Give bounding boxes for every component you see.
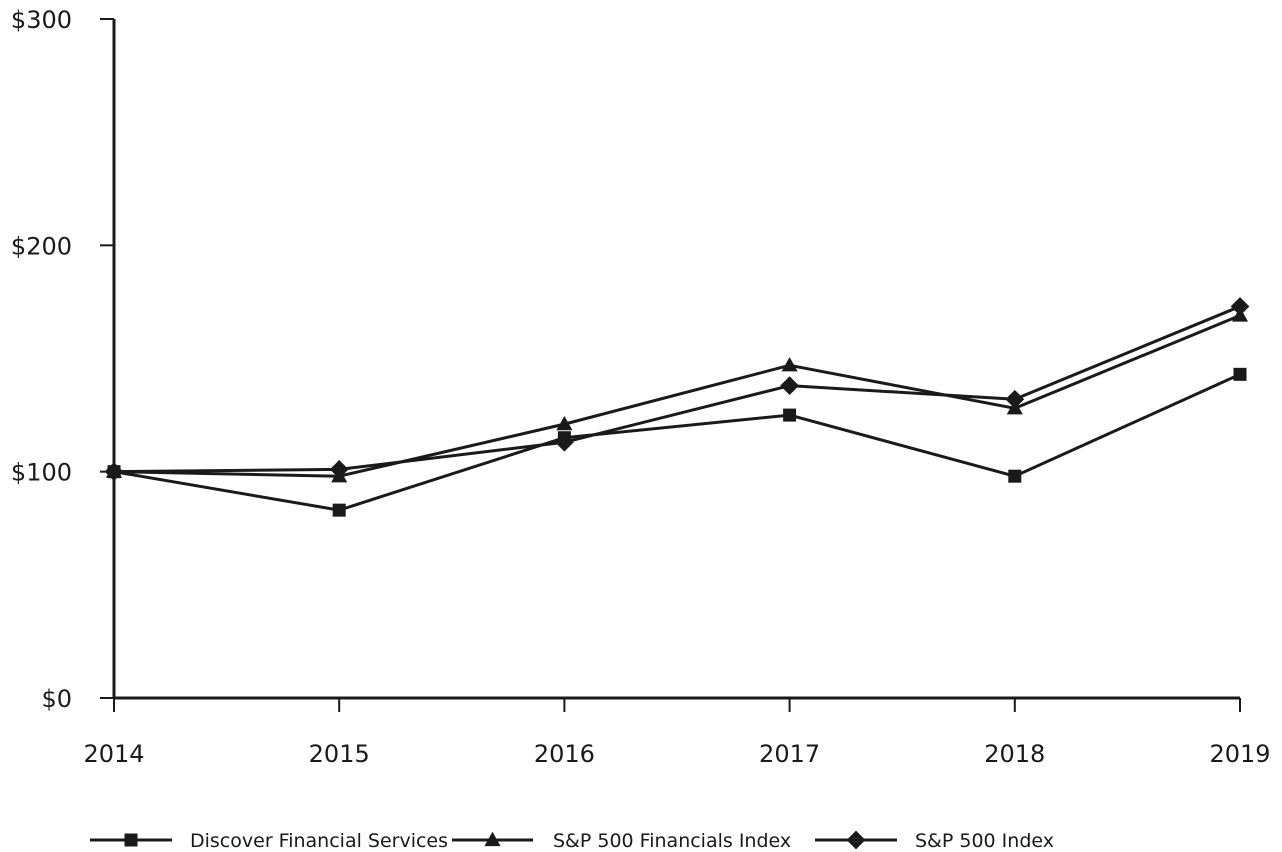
series-line-sandp-500-financials-index xyxy=(113,314,1241,478)
legend-label-sandp-500-index: S&P 500 Index xyxy=(915,830,1054,852)
legend-marker-sandp-500-index xyxy=(846,830,866,850)
legend-label-discover-financial-services: Discover Financial Services xyxy=(190,830,448,852)
series-sandp-500-index xyxy=(104,297,1250,482)
y-tick-label: $0 xyxy=(41,685,72,713)
point-discover-financial-services-2019 xyxy=(1233,367,1247,381)
point-sandp-500-index-2019 xyxy=(1230,297,1250,316)
point-sandp-500-index-2014 xyxy=(104,462,124,482)
x-tick-label: 2014 xyxy=(83,740,144,768)
legend: Discover Financial Services S&P 500 Finan… xyxy=(90,830,1054,852)
legend-label-sandp-500-financials-index: S&P 500 Financials Index xyxy=(553,830,791,852)
x-tick-label: 2015 xyxy=(309,740,370,768)
series-line-discover-financial-services xyxy=(113,372,1241,512)
point-discover-financial-services-2018 xyxy=(1008,469,1022,483)
y-tick-label: $200 xyxy=(11,232,72,260)
x-tick-label: 2019 xyxy=(1209,740,1270,768)
x-axis: 2014 2015 2016 2017 2018 2019 xyxy=(83,696,1271,768)
series-line-sandp-500-index xyxy=(113,305,1241,474)
y-tick-label: $100 xyxy=(11,459,72,487)
point-sandp-500-index-2018 xyxy=(1005,389,1025,409)
x-tick-label: 2018 xyxy=(984,740,1045,768)
y-axis: $0 $100 $200 $300 xyxy=(11,6,116,713)
legend-item-discover-financial-services: Discover Financial Services xyxy=(90,830,448,852)
point-sandp-500-index-2016 xyxy=(555,432,574,452)
point-sandp-500-index-2017 xyxy=(780,376,799,396)
point-sandp-500-financials-index-2017 xyxy=(781,357,798,372)
legend-item-sandp-500-financials-index: S&P 500 Financials Index xyxy=(452,830,791,852)
series-sandp-500-financials-index xyxy=(105,307,1249,483)
point-discover-financial-services-2017 xyxy=(783,408,797,422)
series-lines xyxy=(104,297,1250,517)
legend-item-sandp-500-index: S&P 500 Index xyxy=(815,830,1054,852)
x-tick-label: 2016 xyxy=(534,740,595,768)
point-sandp-500-index-2015 xyxy=(329,460,349,479)
series-discover-financial-services xyxy=(107,367,1247,517)
point-sandp-500-financials-index-2016 xyxy=(556,415,573,431)
x-tick-label: 2017 xyxy=(759,740,820,768)
point-discover-financial-services-2015 xyxy=(332,503,346,517)
legend-marker-discover-financial-services xyxy=(124,833,138,847)
legend-marker-sandp-500-financials-index xyxy=(484,831,501,847)
y-tick-label: $300 xyxy=(11,6,72,34)
